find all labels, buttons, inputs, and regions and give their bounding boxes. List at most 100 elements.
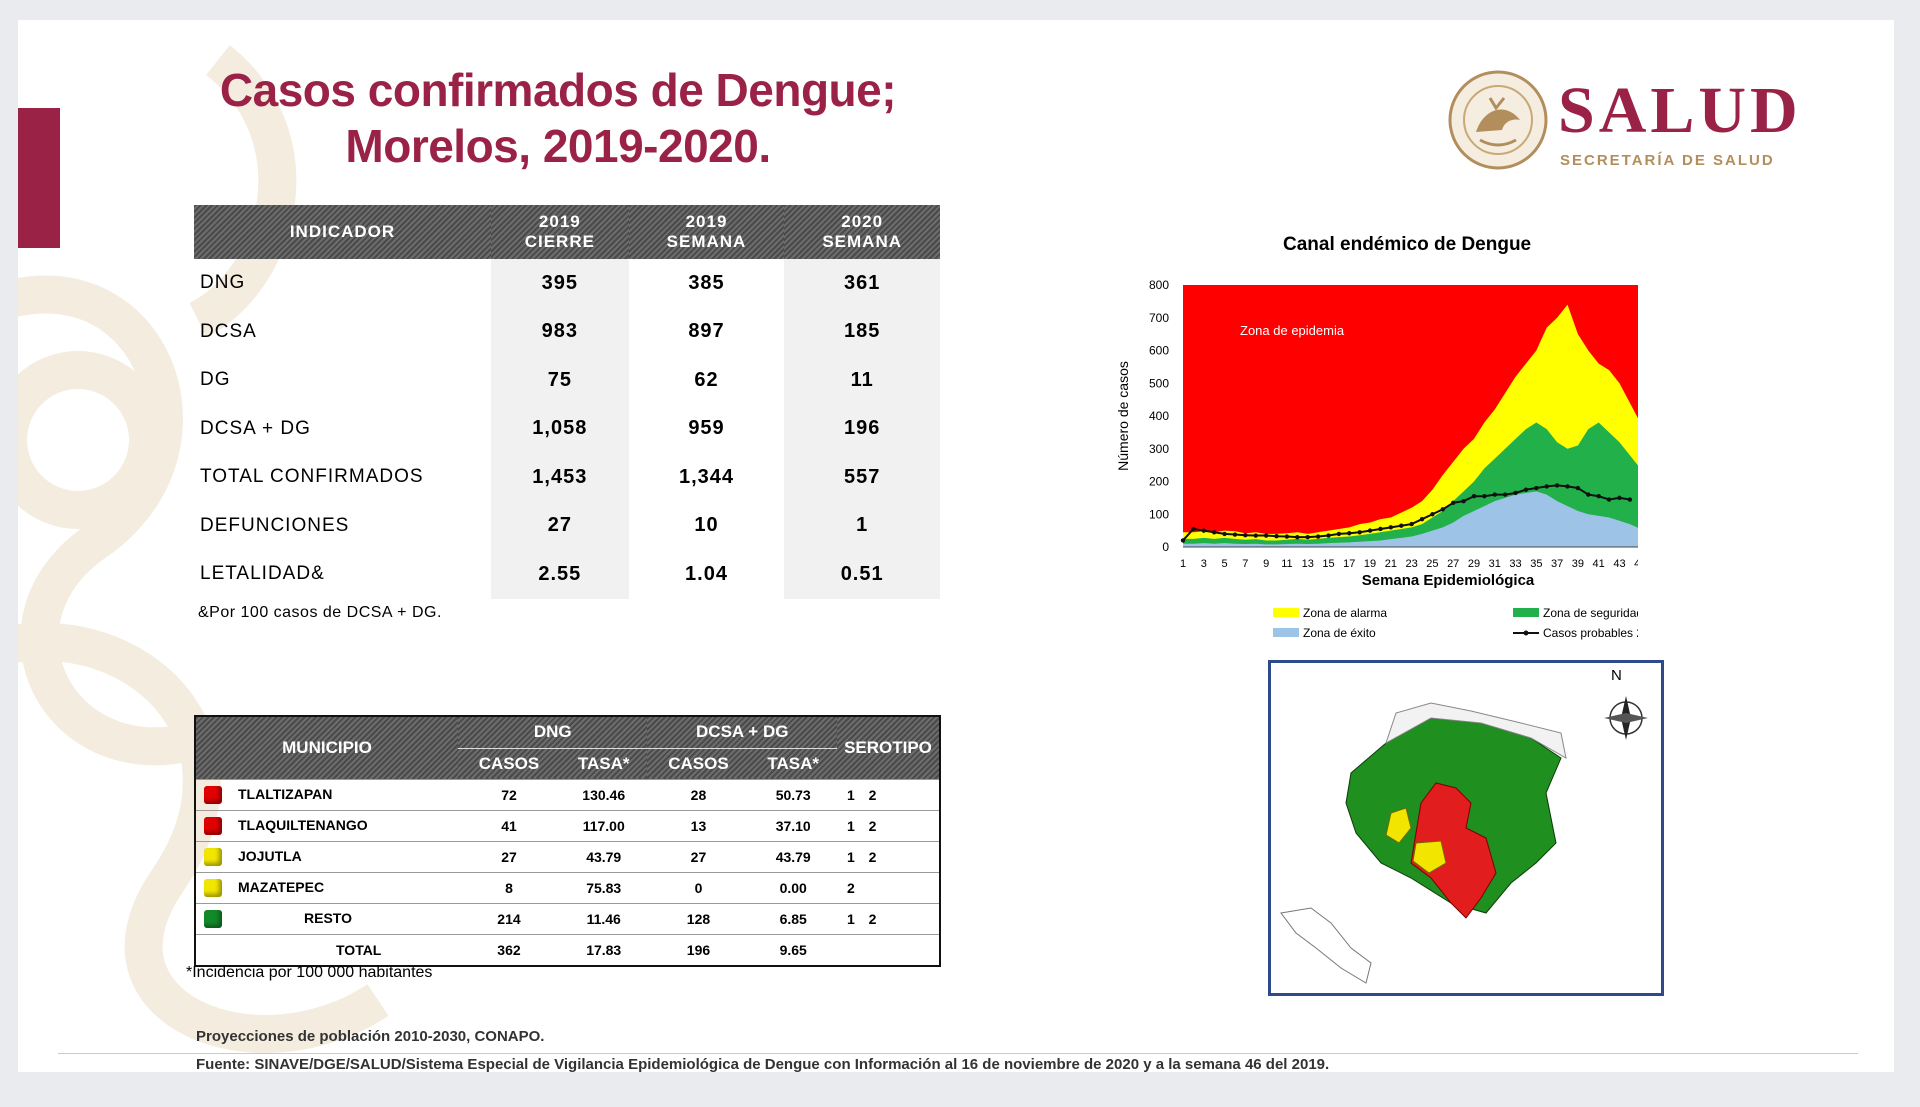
- y-axis-label: Número de casos: [1115, 361, 1131, 471]
- mexican-seal-icon: [1448, 70, 1548, 170]
- x-tick-label: 27: [1447, 558, 1459, 570]
- header-dng: DNG: [458, 716, 648, 749]
- table-row: LETALIDAD& 2.55 1.04 0.51: [194, 550, 940, 599]
- cell-dng-casos: 72: [458, 779, 560, 811]
- accent-bar: [18, 108, 60, 248]
- casos-point: [1606, 497, 1612, 502]
- y-tick-label: 400: [1149, 409, 1169, 423]
- slide: Casos confirmados de Dengue; Morelos, 20…: [18, 20, 1894, 1072]
- cell-dng-casos: 362: [458, 934, 560, 966]
- casos-point: [1586, 492, 1591, 497]
- municipio-name-cell: TLALTIZAPAN: [195, 779, 458, 811]
- header-dcsa-dg: DCSA + DG: [647, 716, 837, 749]
- x-tick-label: 35: [1530, 558, 1542, 570]
- legend-label: Zona de seguridad: [1543, 606, 1638, 620]
- indicator-table: INDICADOR 2019 CIERRE 2019 SEMANA 2020 SEMA…: [194, 205, 940, 599]
- cell-dng-casos: 27: [458, 841, 560, 873]
- endemic-channel-chart: Canal endémico de Dengue Zona de epidemia…: [1115, 234, 1638, 640]
- x-tick-label: 43: [1613, 558, 1625, 570]
- cell-2020-semana: 0.51: [784, 550, 940, 599]
- casos-point: [1378, 526, 1383, 532]
- header-dng-casos: CASOS: [458, 748, 560, 780]
- casos-point: [1191, 526, 1196, 532]
- exito-area: [1183, 491, 1638, 547]
- cell-dng-tasa: 43.79: [559, 841, 648, 873]
- header-indicador: INDICADOR: [194, 205, 491, 259]
- casos-point: [1502, 492, 1508, 497]
- x-tick-label: 29: [1468, 558, 1480, 570]
- cell-dng-tasa: 130.46: [559, 779, 648, 811]
- table-row: DCSA + DG 1,058 959 196: [194, 404, 940, 453]
- casos-point: [1430, 512, 1435, 517]
- table-row: TLAQUILTENANGO 41 117.00 13 37.10 1 2: [195, 810, 940, 842]
- x-tick-label: 21: [1385, 558, 1397, 570]
- legend-label: Zona de éxito: [1303, 626, 1376, 640]
- x-tick-label: 41: [1593, 558, 1605, 570]
- x-tick-label: 17: [1343, 558, 1355, 570]
- cell-2019-cierre: 27: [491, 501, 629, 550]
- cell-2019-semana: 897: [628, 307, 785, 356]
- row-label: LETALIDAD&: [200, 563, 325, 585]
- casos-point: [1450, 500, 1456, 505]
- slide-title: Casos confirmados de Dengue; Morelos, 20…: [108, 62, 1008, 174]
- casos-point: [1388, 525, 1394, 530]
- municipio-name: RESTO: [304, 909, 352, 926]
- cell-dcsa-casos: 196: [647, 934, 750, 966]
- header-2019-semana: 2019 SEMANA: [628, 205, 785, 259]
- row-label: DCSA + DG: [200, 417, 311, 439]
- municipio-name: TLAQUILTENANGO: [238, 816, 368, 833]
- title-line-2: Morelos, 2019-2020.: [345, 120, 771, 172]
- chart-annotation: Zona de epidemia: [1240, 323, 1345, 338]
- municipio-name-cell: TLAQUILTENANGO: [195, 810, 458, 842]
- casos-point: [1565, 484, 1570, 489]
- cell-2020-semana: 361: [784, 259, 940, 308]
- casos-point: [1399, 523, 1404, 528]
- cell-dcsa-tasa: 43.79: [749, 841, 837, 873]
- x-tick-label: 7: [1242, 558, 1248, 570]
- legend-swatch: [1273, 628, 1299, 637]
- header-serotipo: SEROTIPO: [837, 716, 940, 780]
- casos-point: [1263, 533, 1269, 538]
- x-tick-label: 1: [1180, 558, 1186, 570]
- cell-serotipo: 1 2: [837, 779, 940, 811]
- table-row: JOJUTLA 27 43.79 27 43.79 1 2: [195, 841, 940, 873]
- x-tick-label: 13: [1302, 558, 1314, 570]
- morelos-map: N: [1268, 660, 1664, 996]
- row-label: DCSA: [200, 320, 257, 342]
- cell-dcsa-tasa: 37.10: [749, 810, 837, 842]
- table-row: DG 75 62 11: [194, 356, 940, 405]
- casos-point: [1222, 531, 1227, 537]
- table-row: DCSA 983 897 185: [194, 307, 940, 356]
- cell-dcsa-casos: 128: [647, 903, 750, 935]
- cell-2019-semana: 1,344: [628, 453, 785, 502]
- municipio-name: MAZATEPEC: [238, 878, 325, 895]
- cell-dng-tasa: 75.83: [559, 872, 648, 904]
- table-row: DNG 395 385 361: [194, 259, 940, 308]
- row-label: DG: [200, 369, 231, 391]
- casos-point: [1315, 534, 1321, 539]
- row-label: DEFUNCIONES: [200, 514, 350, 536]
- cell-dcsa-tasa: 9.65: [749, 934, 837, 966]
- map-drawing: [1280, 696, 1648, 984]
- header-municipio: MUNICIPIO: [195, 716, 458, 780]
- cell-2020-semana: 11: [784, 356, 940, 405]
- cell-dng-casos: 8: [458, 872, 560, 904]
- casos-point: [1274, 533, 1279, 539]
- traffic-light-icon: [204, 848, 222, 867]
- cell-dng-tasa: 117.00: [559, 810, 648, 842]
- municipio-name-cell: TOTAL: [195, 934, 458, 966]
- casos-point: [1440, 507, 1446, 512]
- casos-point: [1461, 498, 1466, 504]
- table-row: DEFUNCIONES 27 10 1: [194, 501, 940, 550]
- x-tick-label: 9: [1263, 558, 1269, 570]
- cell-2020-semana: 185: [784, 307, 940, 356]
- cell-serotipo: 2: [837, 872, 940, 904]
- casos-point: [1492, 492, 1497, 497]
- map-region-yellow-1: [1385, 807, 1412, 844]
- cell-2019-cierre: 75: [491, 356, 629, 405]
- map-region-outside: [1385, 702, 1567, 759]
- chart-title: Canal endémico de Dengue: [1283, 234, 1531, 255]
- cell-2019-semana: 1.04: [628, 550, 785, 599]
- casos-point: [1419, 516, 1425, 522]
- cell-2019-cierre: 395: [491, 259, 629, 308]
